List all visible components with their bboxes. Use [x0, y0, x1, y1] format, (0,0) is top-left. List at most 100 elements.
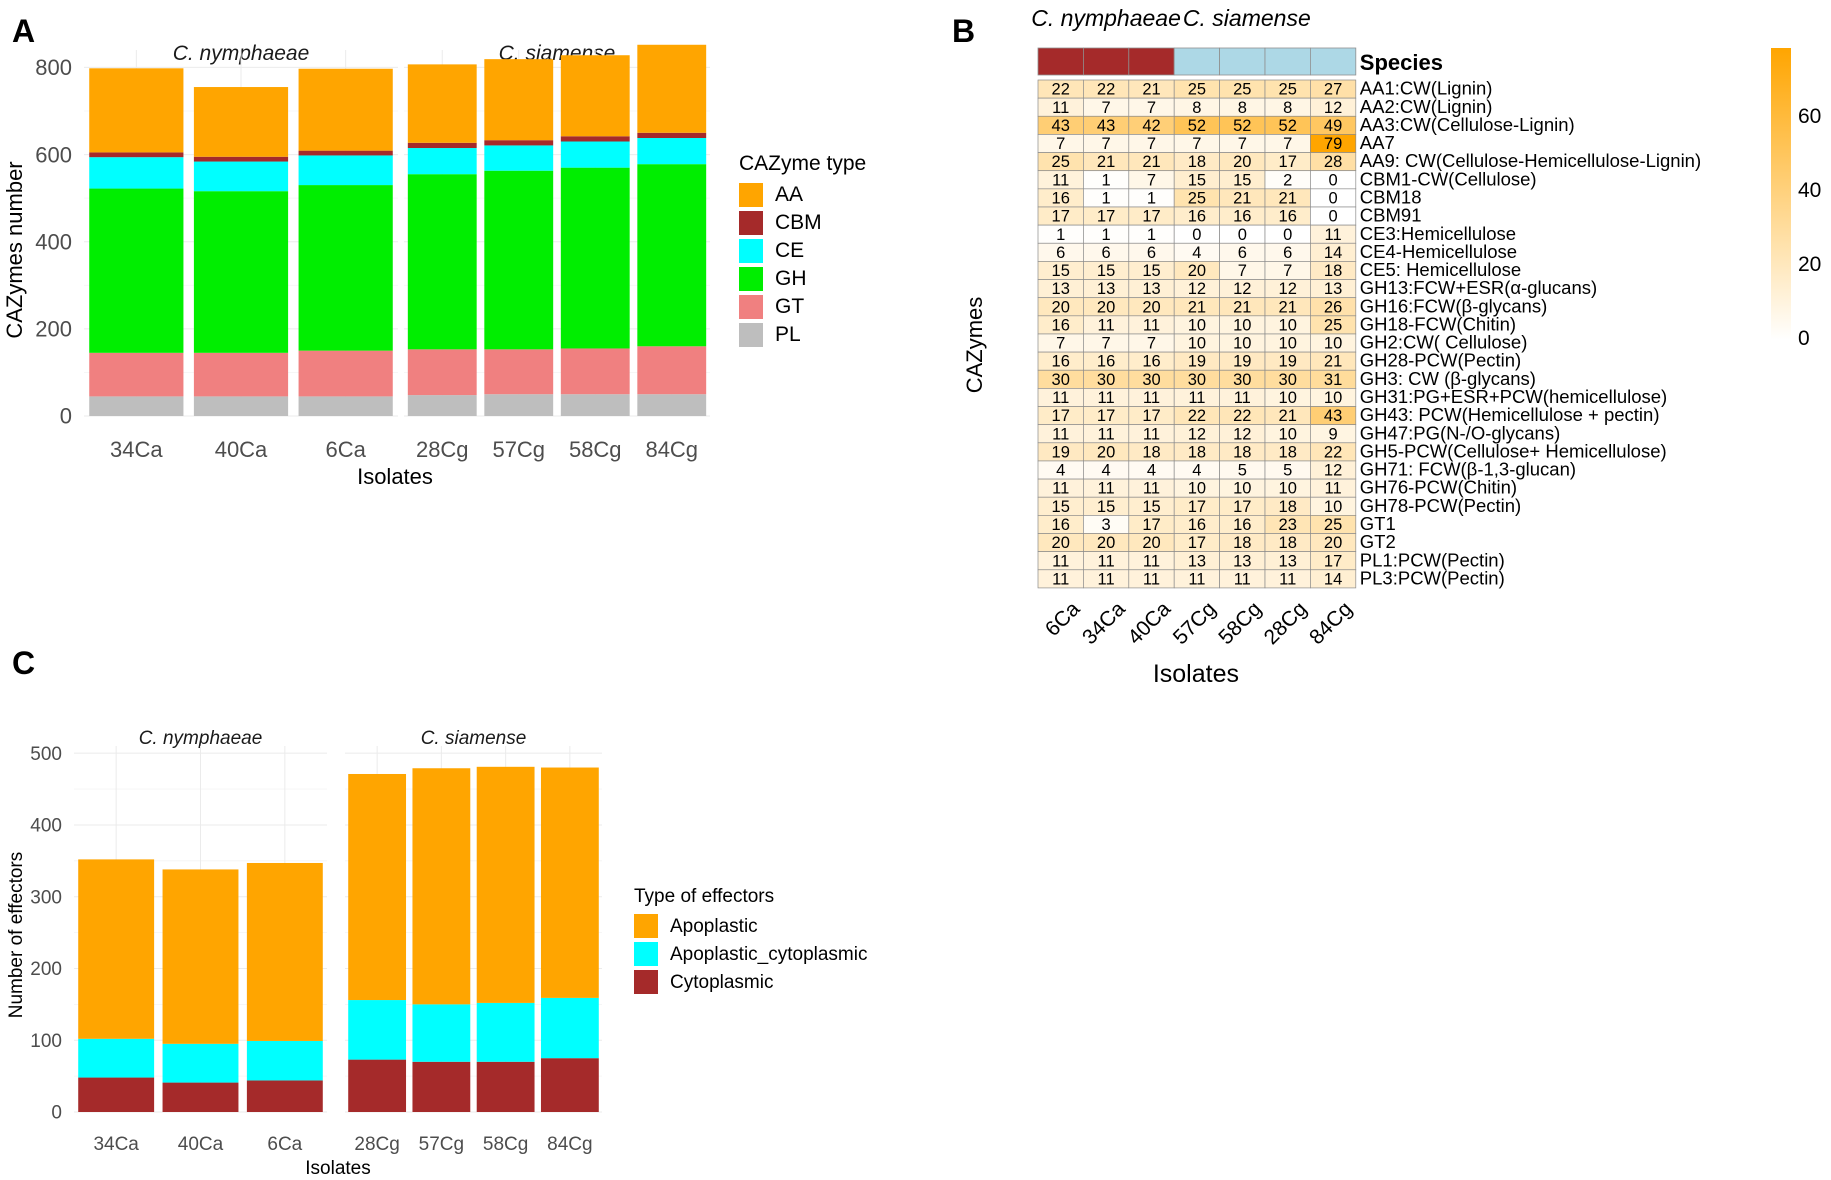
- heatmap-value-28cg-row22: 5: [1283, 462, 1292, 480]
- heatmap-value-28cg-row2: 8: [1283, 99, 1292, 117]
- x-tick-label-58cg: 58Cg: [569, 437, 622, 462]
- heatmap-row-label: GH2:CW( Cellulose): [1360, 332, 1528, 353]
- heatmap-value-28cg-row5: 17: [1279, 153, 1297, 171]
- heatmap-row-label: AA1:CW(Lignin): [1360, 78, 1493, 99]
- heatmap-value-6ca-row3: 43: [1052, 117, 1070, 135]
- heatmap-value-40ca-row11: 15: [1142, 262, 1160, 280]
- bar-segment-gt-84cg: [637, 346, 707, 395]
- bar-segment-cbm-34ca: [89, 152, 184, 158]
- bar-segment-pl-28cg: [407, 395, 477, 416]
- bar-segment-apoplastic-cytoplasmic-40ca: [162, 1043, 239, 1083]
- heatmap-value-28cg-row24: 18: [1279, 498, 1297, 516]
- species-header-siamense: C. siamense: [1183, 5, 1311, 31]
- heatmap-value-58cg-row12: 12: [1233, 280, 1251, 298]
- heatmap-value-6ca-row5: 25: [1052, 153, 1070, 171]
- heatmap-value-6ca-row21: 19: [1052, 443, 1070, 461]
- heatmap-value-58cg-row23: 10: [1233, 480, 1251, 498]
- x-tick-label-40ca: 40Ca: [215, 437, 268, 462]
- heatmap-value-34ca-row9: 1: [1102, 226, 1111, 244]
- y-tick-label: 0: [60, 404, 72, 429]
- heatmap-row-label: AA9: CW(Cellulose-Hemicellulose-Lignin): [1360, 150, 1701, 171]
- colorbar-tick-label: 0: [1798, 327, 1810, 350]
- heatmap-value-84cg-row3: 49: [1324, 117, 1342, 135]
- heatmap-value-57cg-row18: 11: [1188, 389, 1205, 407]
- x-tick-label-57cg: 57Cg: [419, 1134, 464, 1155]
- y-tick-label: 400: [30, 816, 62, 837]
- heatmap-value-34ca-row2: 7: [1102, 99, 1111, 117]
- species-header-nymphaeae: C. nymphaeae: [1031, 5, 1181, 31]
- heatmap-value-28cg-row17: 30: [1279, 371, 1297, 389]
- heatmap-row-label: GH5-PCW(Cellulose+ Hemicellulose): [1360, 440, 1667, 461]
- x-tick-label-84cg: 84Cg: [645, 437, 698, 462]
- heatmap-value-28cg-row10: 6: [1283, 244, 1292, 262]
- bar-segment-cbm-40ca: [193, 156, 289, 162]
- heatmap-value-40ca-row20: 11: [1143, 425, 1160, 443]
- heatmap-value-34ca-row13: 20: [1097, 298, 1115, 316]
- heatmap-row-label: GH31:PG+ESR+PCW(hemicellulose): [1360, 386, 1667, 407]
- heatmap-value-58cg-row20: 12: [1233, 425, 1251, 443]
- bar-segment-gt-40ca: [193, 352, 289, 397]
- heatmap-value-58cg-row26: 18: [1233, 534, 1251, 552]
- heatmap-value-40ca-row5: 21: [1142, 153, 1160, 171]
- heatmap-value-57cg-row4: 7: [1192, 135, 1201, 153]
- bar-segment-ce-57cg: [484, 145, 554, 171]
- bar-segment-gt-6ca: [298, 350, 393, 397]
- heatmap-row-label: GH28-PCW(Pectin): [1360, 350, 1521, 371]
- heatmap-value-58cg-row16: 19: [1233, 353, 1251, 371]
- bar-segment-aa-28cg: [407, 64, 477, 143]
- heatmap-value-58cg-row1: 25: [1233, 81, 1251, 99]
- heatmap-row-label: PL1:PCW(Pectin): [1360, 549, 1505, 570]
- heatmap-value-40ca-row28: 11: [1143, 570, 1160, 588]
- bar-segment-pl-40ca: [193, 396, 289, 416]
- heatmap-value-40ca-row7: 1: [1147, 189, 1156, 207]
- bar-segment-apoplastic-28cg: [348, 773, 407, 1001]
- heatmap-value-6ca-row19: 17: [1052, 407, 1070, 425]
- heatmap-value-84cg-row10: 14: [1324, 244, 1342, 262]
- bar-segment-apoplastic-cytoplasmic-28cg: [348, 1000, 407, 1060]
- bar-segment-cbm-84cg: [637, 132, 707, 139]
- bar-segment-cytoplasmic-84cg: [540, 1058, 599, 1112]
- bar-segment-cytoplasmic-58cg: [476, 1061, 535, 1112]
- legend-key-gh: [739, 267, 763, 291]
- bar-segment-pl-58cg: [560, 394, 630, 416]
- heatmap-value-58cg-row5: 20: [1233, 153, 1251, 171]
- bar-segment-gh-84cg: [637, 164, 707, 347]
- legend-key-cbm: [739, 211, 763, 235]
- heatmap-row-label: CE3:Hemicellulose: [1360, 223, 1516, 244]
- legend-label-gh: GH: [775, 267, 807, 290]
- heatmap-value-28cg-row7: 21: [1279, 189, 1297, 207]
- heatmap-value-57cg-row9: 0: [1192, 226, 1201, 244]
- heatmap-value-57cg-row26: 17: [1188, 534, 1206, 552]
- bar-segment-cbm-28cg: [407, 142, 477, 149]
- panel-c-effector-bar-chart: C. nymphaeae 34Ca 40Ca 6Ca C. siamense 28Cg 57…: [6, 728, 867, 1179]
- facet-strip-label: C. nymphaeae: [139, 728, 263, 749]
- heatmap-value-40ca-row9: 1: [1147, 226, 1156, 244]
- heatmap-value-58cg-row7: 21: [1233, 189, 1251, 207]
- species-annotation-label: Species: [1360, 50, 1443, 75]
- heatmap-value-6ca-row27: 11: [1052, 552, 1069, 570]
- heatmap-value-40ca-row26: 20: [1142, 534, 1160, 552]
- heatmap-value-34ca-row5: 21: [1097, 153, 1115, 171]
- heatmap-row-label: GH3: CW (β-glycans): [1360, 368, 1536, 389]
- heatmap-value-40ca-row25: 17: [1142, 516, 1160, 534]
- heatmap-row-label: GH18-FCW(Chitin): [1360, 313, 1516, 334]
- heatmap-value-57cg-row15: 10: [1188, 335, 1206, 353]
- heatmap-value-57cg-row17: 30: [1188, 371, 1206, 389]
- heatmap-value-58cg-row8: 16: [1233, 208, 1251, 226]
- heatmap-value-57cg-row13: 21: [1188, 298, 1206, 316]
- species-annotation-cell-28cg: [1264, 47, 1311, 76]
- heatmap-value-40ca-row4: 7: [1147, 135, 1156, 153]
- bar-segment-gh-58cg: [560, 167, 630, 349]
- heatmap-column-label-57cg: 57Cg: [1169, 597, 1221, 649]
- heatmap-row-label: AA2:CW(Lignin): [1360, 96, 1493, 117]
- heatmap-row-label: AA7: [1360, 132, 1395, 153]
- y-tick-label: 0: [51, 1103, 62, 1124]
- heatmap-value-84cg-row28: 14: [1324, 570, 1342, 588]
- x-tick-label-28cg: 28Cg: [354, 1134, 399, 1155]
- heatmap-value-84cg-row16: 21: [1324, 353, 1342, 371]
- heatmap-value-40ca-row19: 17: [1142, 407, 1160, 425]
- heatmap-value-28cg-row4: 7: [1283, 135, 1292, 153]
- panel-label-b: B: [952, 13, 975, 49]
